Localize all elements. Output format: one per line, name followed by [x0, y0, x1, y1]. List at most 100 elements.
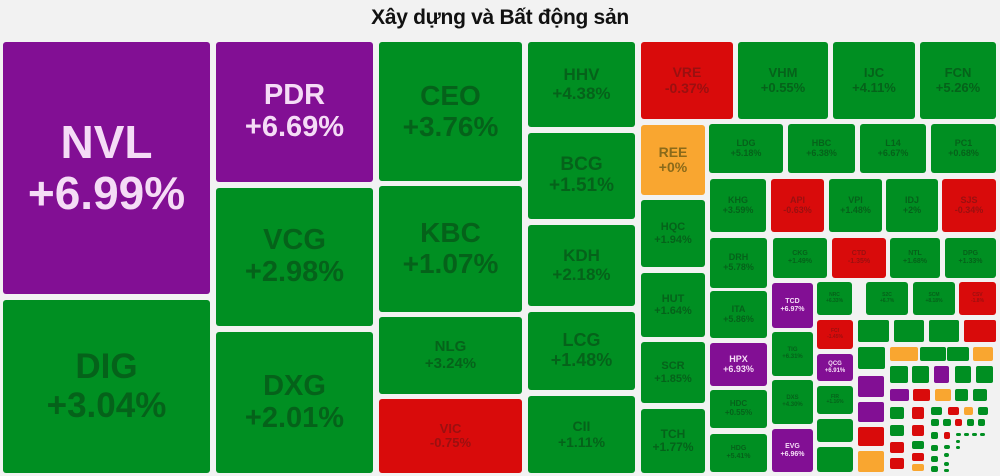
treemap-tile-small[interactable]: [890, 442, 904, 453]
treemap-tile-small[interactable]: [955, 366, 971, 383]
treemap-tile-lcg[interactable]: LCG +1.48%: [528, 312, 635, 390]
treemap-tile-hqc[interactable]: HQC +1.94%: [641, 200, 705, 267]
treemap-tile-dxs[interactable]: DXS +4.30%: [772, 380, 813, 424]
treemap-tile-ntl[interactable]: NTL +1.68%: [890, 238, 940, 278]
treemap-tile-small[interactable]: [967, 419, 974, 426]
treemap-tile-qcg[interactable]: QCG +6.91%: [817, 354, 853, 381]
treemap-tile-small[interactable]: [964, 320, 996, 342]
treemap-tile-idj[interactable]: IDJ +2%: [886, 179, 938, 232]
treemap-tile-vhm[interactable]: VHM +0.55%: [738, 42, 828, 119]
treemap-tile-small[interactable]: [931, 419, 939, 426]
treemap-tile-small[interactable]: [931, 466, 938, 472]
treemap-tile-vre[interactable]: VRE -0.37%: [641, 42, 733, 119]
treemap-tile-small[interactable]: [912, 453, 924, 461]
treemap-tile-small[interactable]: [890, 366, 908, 383]
treemap-tile-small[interactable]: [980, 433, 985, 436]
treemap-tile-small[interactable]: [964, 433, 969, 436]
treemap-tile-small[interactable]: [858, 320, 889, 342]
treemap-tile-csv[interactable]: CSV -1.8%: [959, 282, 996, 315]
treemap-tile-small[interactable]: [912, 407, 924, 419]
treemap-tile-small[interactable]: [973, 347, 993, 361]
treemap-tile-nvl[interactable]: NVL +6.99%: [3, 42, 210, 294]
treemap-tile-small[interactable]: [890, 389, 909, 401]
treemap-tile-small[interactable]: [931, 407, 942, 415]
treemap-tile-bcg[interactable]: BCG +1.51%: [528, 133, 635, 219]
treemap-tile-small[interactable]: [956, 440, 960, 443]
treemap-tile-small[interactable]: [943, 419, 951, 426]
treemap-tile-l14[interactable]: L14 +6.67%: [860, 124, 926, 173]
treemap-tile-hut[interactable]: HUT +1.64%: [641, 273, 705, 337]
treemap-tile-small[interactable]: [976, 366, 993, 383]
treemap-tile-nrc[interactable]: NRC +6.33%: [817, 282, 852, 315]
treemap-tile-ceo[interactable]: CEO +3.76%: [379, 42, 522, 181]
treemap-tile-tcd[interactable]: TCD +6.97%: [772, 283, 813, 328]
treemap-tile-hdg[interactable]: HDG +5.41%: [710, 434, 767, 472]
treemap-tile-pc1[interactable]: PC1 +0.68%: [931, 124, 996, 173]
treemap-tile-small[interactable]: [912, 366, 929, 383]
treemap-tile-khg[interactable]: KHG +3.59%: [710, 179, 766, 232]
treemap-tile-fcn[interactable]: FCN +5.26%: [920, 42, 996, 119]
treemap-tile-ctd[interactable]: CTD -1.35%: [832, 238, 886, 278]
treemap-tile-small[interactable]: [947, 347, 969, 361]
treemap-tile-small[interactable]: [931, 456, 938, 462]
treemap-tile-ree[interactable]: REE +0%: [641, 125, 705, 195]
treemap-tile[interactable]: [817, 447, 853, 472]
treemap-tile-small[interactable]: [944, 432, 950, 439]
treemap-tile-small[interactable]: [944, 453, 949, 457]
treemap-tile-scr[interactable]: SCR +1.85%: [641, 342, 705, 403]
treemap-tile-small[interactable]: [934, 366, 949, 383]
treemap-tile-small[interactable]: [890, 425, 904, 436]
treemap-tile-ijc[interactable]: IJC +4.11%: [833, 42, 915, 119]
treemap-tile-small[interactable]: [858, 376, 884, 397]
treemap-tile-small[interactable]: [912, 441, 924, 449]
treemap-tile-tch[interactable]: TCH +1.77%: [641, 409, 705, 473]
treemap-tile-small[interactable]: [929, 320, 959, 342]
treemap-tile-small[interactable]: [944, 445, 950, 449]
treemap-tile-hdc[interactable]: HDC +0.55%: [710, 390, 767, 428]
treemap-tile-small[interactable]: [920, 347, 946, 361]
treemap-tile-small[interactable]: [956, 433, 961, 436]
treemap-tile-small[interactable]: [978, 419, 985, 426]
treemap-tile-scm[interactable]: SCM +8.18%: [913, 282, 955, 315]
treemap-tile-kdh[interactable]: KDH +2.18%: [528, 225, 635, 306]
treemap-tile-small[interactable]: [935, 389, 951, 401]
treemap-tile-small[interactable]: [913, 389, 930, 401]
treemap-tile-small[interactable]: [948, 407, 959, 415]
treemap-tile-hhv[interactable]: HHV +4.38%: [528, 42, 635, 127]
treemap-tile-kbc[interactable]: KBC +1.07%: [379, 186, 522, 312]
treemap-tile-small[interactable]: [944, 462, 949, 466]
treemap-tile-small[interactable]: [894, 320, 924, 342]
treemap-tile-small[interactable]: [956, 446, 960, 449]
treemap-tile-small[interactable]: [858, 451, 884, 472]
treemap-tile-small[interactable]: [944, 469, 949, 472]
treemap-tile-small[interactable]: [931, 445, 938, 451]
treemap-tile-ita[interactable]: ITA +5.86%: [710, 291, 767, 338]
treemap-tile-small[interactable]: [858, 402, 884, 422]
treemap-tile-hpx[interactable]: HPX +6.93%: [710, 343, 767, 386]
treemap-tile-small[interactable]: [912, 425, 924, 436]
treemap-tile[interactable]: [817, 419, 853, 442]
treemap-tile-nlg[interactable]: NLG +3.24%: [379, 317, 522, 394]
treemap-tile-vpi[interactable]: VPI +1.48%: [829, 179, 882, 232]
treemap-tile-small[interactable]: [972, 433, 977, 436]
treemap-tile-hbc[interactable]: HBC +6.38%: [788, 124, 855, 173]
treemap-tile-ckg[interactable]: CKG +1.49%: [773, 238, 827, 278]
treemap-tile-pdr[interactable]: PDR +6.69%: [216, 42, 373, 182]
treemap-tile-small[interactable]: [955, 419, 962, 426]
treemap-tile-cii[interactable]: CII +1.11%: [528, 396, 635, 473]
treemap-tile-small[interactable]: [890, 407, 904, 419]
treemap-tile-evg[interactable]: EVG +6.96%: [772, 429, 813, 472]
treemap-tile-tig[interactable]: TIG +6.31%: [772, 332, 813, 376]
treemap-tile-dig[interactable]: DIG +3.04%: [3, 300, 210, 473]
treemap-tile-small[interactable]: [890, 347, 918, 361]
treemap-tile-vcg[interactable]: VCG +2.98%: [216, 188, 373, 326]
treemap-tile-s2c[interactable]: S2C +6.7%: [866, 282, 908, 315]
treemap-tile-small[interactable]: [931, 432, 938, 439]
treemap-tile-fci[interactable]: FCI -1.45%: [817, 320, 853, 349]
treemap-tile-drh[interactable]: DRH +5.78%: [710, 238, 767, 288]
treemap-tile-small[interactable]: [964, 407, 973, 415]
treemap-tile-dpg[interactable]: DPG +1.33%: [945, 238, 996, 278]
treemap-tile-small[interactable]: [955, 389, 968, 401]
treemap-tile-small[interactable]: [973, 389, 987, 401]
treemap-tile-ldg[interactable]: LDG +5.18%: [709, 124, 783, 173]
